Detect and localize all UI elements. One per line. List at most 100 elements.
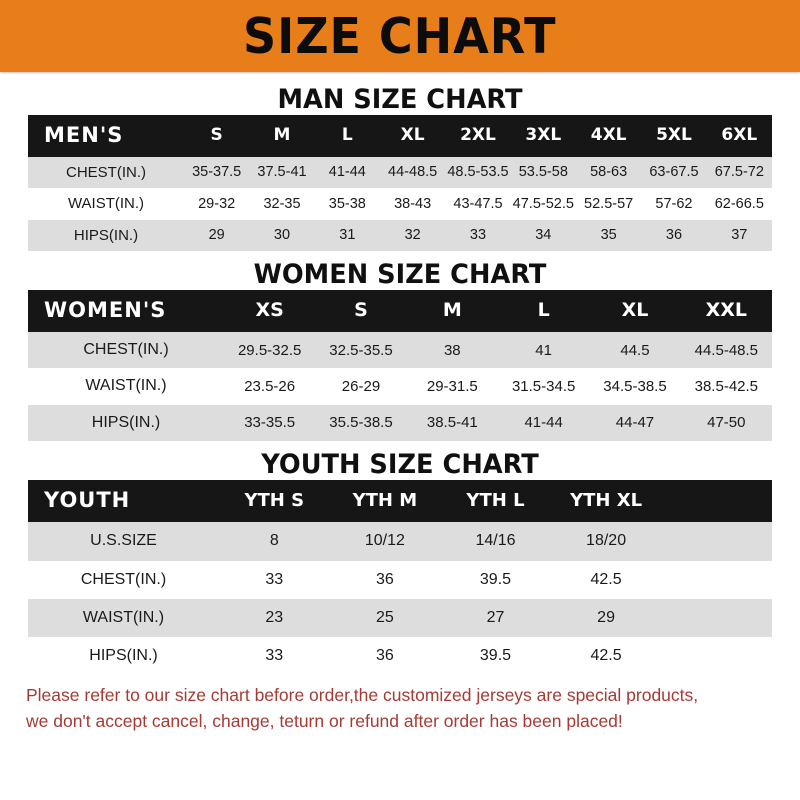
men-chest-xl: 44-48.5 <box>379 157 446 189</box>
youth-col-empty <box>661 480 772 522</box>
men-col-4xl: 4XL <box>590 125 627 146</box>
table-row: WAIST(IN.) 23.5-26 26-29 29-31.5 31.5-34… <box>28 368 772 405</box>
footer-disclaimer: Please refer to our size chart before or… <box>0 676 800 735</box>
women-waist-m: 29-31.5 <box>406 368 498 405</box>
youth-chest-m: 36 <box>329 560 441 599</box>
youth-table-body: U.S.SIZE 8 10/12 14/16 18/20 CHEST(IN.) … <box>28 522 772 676</box>
men-col-s: S <box>210 125 223 146</box>
women-table-body: CHEST(IN.) 29.5-32.5 32.5-35.5 38 41 44.… <box>28 331 772 442</box>
youth-chest-label: CHEST(IN.) <box>28 560 219 599</box>
men-waist-l: 35-38 <box>314 188 380 220</box>
men-hips-3xl: 34 <box>510 219 576 251</box>
youth-waist-m: 25 <box>329 598 441 638</box>
youth-hips-empty <box>661 637 772 676</box>
section-women: WOMEN SIZE CHART WOMEN'S XS S M L XL XXL… <box>0 258 800 442</box>
women-col-m: M <box>442 298 462 321</box>
spacer-men-women <box>0 251 800 259</box>
youth-col-xl: YTH XL <box>570 489 643 511</box>
women-hips-s: 35.5-38.5 <box>315 404 407 442</box>
table-row: U.S.SIZE 8 10/12 14/16 18/20 <box>28 522 772 561</box>
men-col-3xl: 3XL <box>525 125 562 146</box>
men-header-row: MEN'S S M L XL 2XL 3XL 4XL 5XL 6XL <box>28 115 772 158</box>
table-row: HIPS(IN.) 29 30 31 32 33 34 35 36 37 <box>28 219 772 251</box>
women-waist-xxl: 38.5-42.5 <box>680 368 772 405</box>
women-hips-xxl: 47-50 <box>680 404 772 442</box>
women-chest-label: CHEST(IN.) <box>28 331 224 369</box>
women-waist-s: 26-29 <box>315 368 407 405</box>
footer-disclaimer-line-2: we don't accept cancel, change, teturn o… <box>26 711 623 732</box>
women-hips-label: HIPS(IN.) <box>28 404 224 442</box>
youth-waist-xl: 29 <box>550 598 662 638</box>
section-title-women: WOMEN SIZE CHART <box>253 258 547 290</box>
youth-col-l: YTH L <box>466 489 525 511</box>
youth-chest-s: 33 <box>219 560 330 599</box>
women-hips-m: 38.5-41 <box>406 404 498 442</box>
youth-col-s: YTH S <box>244 489 305 511</box>
women-waist-xl: 34.5-38.5 <box>589 368 681 405</box>
women-waist-xs: 23.5-26 <box>224 368 316 405</box>
men-col-2xl: 2XL <box>460 125 496 146</box>
women-col-xxl: XXL <box>705 298 748 321</box>
women-hips-xl: 44-47 <box>589 404 681 442</box>
women-chest-xs: 29.5-32.5 <box>224 331 316 369</box>
table-row: HIPS(IN.) 33-35.5 35.5-38.5 38.5-41 41-4… <box>28 404 772 442</box>
table-row: CHEST(IN.) 33 36 39.5 42.5 <box>28 560 772 599</box>
youth-row-header-label: YOUTH <box>44 488 131 513</box>
men-col-5xl: 5XL <box>656 125 692 146</box>
youth-table-head: YOUTH YTH S YTH M YTH L YTH XL <box>28 480 772 523</box>
youth-ussize-xl: 18/20 <box>550 522 662 561</box>
table-row: WAIST(IN.) 29-32 32-35 35-38 38-43 43-47… <box>28 188 772 220</box>
men-waist-xl: 38-43 <box>379 188 446 220</box>
youth-ussize-empty <box>661 522 772 561</box>
men-chest-6xl: 67.5-72 <box>706 157 772 189</box>
men-waist-3xl: 47.5-52.5 <box>510 188 576 220</box>
women-size-table: WOMEN'S XS S M L XL XXL CHEST(IN.) 29.5-… <box>28 289 772 442</box>
women-chest-xl: 44.5 <box>589 331 681 369</box>
youth-hips-s: 33 <box>219 637 330 676</box>
table-row: HIPS(IN.) 33 36 39.5 42.5 <box>28 637 772 676</box>
men-chest-s: 35-37.5 <box>184 157 250 189</box>
men-hips-xl: 32 <box>379 219 446 251</box>
men-waist-label: WAIST(IN.) <box>28 188 184 220</box>
men-table-head: MEN'S S M L XL 2XL 3XL 4XL 5XL 6XL <box>28 115 772 158</box>
youth-header-row: YOUTH YTH S YTH M YTH L YTH XL <box>28 480 772 523</box>
men-chest-3xl: 53.5-58 <box>510 157 576 189</box>
section-title-men: MAN SIZE CHART <box>277 84 523 115</box>
section-title-youth: YOUTH SIZE CHART <box>261 449 539 481</box>
table-row: WAIST(IN.) 23 25 27 29 <box>28 598 772 638</box>
youth-hips-label: HIPS(IN.) <box>28 637 219 676</box>
youth-waist-l: 27 <box>440 598 551 638</box>
men-hips-m: 30 <box>249 219 315 251</box>
men-hips-s: 29 <box>184 219 250 251</box>
men-col-m: M <box>273 125 291 146</box>
men-chest-label: CHEST(IN.) <box>28 157 184 189</box>
women-waist-label: WAIST(IN.) <box>28 368 224 405</box>
youth-chest-empty <box>661 560 772 599</box>
youth-waist-empty <box>661 598 772 638</box>
men-col-l: L <box>341 125 353 146</box>
women-hips-l: 41-44 <box>497 404 590 442</box>
men-waist-m: 32-35 <box>249 188 315 220</box>
men-hips-4xl: 35 <box>575 219 642 251</box>
youth-ussize-m: 10/12 <box>329 522 441 561</box>
spacer-top <box>0 72 800 84</box>
youth-size-table: YOUTH YTH S YTH M YTH L YTH XL U.S.SIZE … <box>28 480 772 676</box>
women-col-xs: XS <box>255 298 284 321</box>
women-row-header-label: WOMEN'S <box>44 297 167 322</box>
youth-ussize-l: 14/16 <box>440 522 551 561</box>
men-col-xl: XL <box>400 125 425 146</box>
youth-ussize-s: 8 <box>219 522 330 561</box>
men-chest-l: 41-44 <box>314 157 380 189</box>
youth-hips-xl: 42.5 <box>550 637 662 676</box>
men-hips-l: 31 <box>314 219 380 251</box>
youth-hips-l: 39.5 <box>440 637 551 676</box>
men-hips-2xl: 33 <box>445 219 511 251</box>
women-col-s: S <box>354 298 368 321</box>
women-chest-l: 41 <box>497 331 590 369</box>
women-chest-xxl: 44.5-48.5 <box>680 331 772 369</box>
page-banner: SIZE CHART <box>0 0 800 72</box>
men-col-6xl: 6XL <box>721 125 758 146</box>
women-col-xl: XL <box>621 298 649 321</box>
youth-col-m: YTH M <box>352 489 418 511</box>
